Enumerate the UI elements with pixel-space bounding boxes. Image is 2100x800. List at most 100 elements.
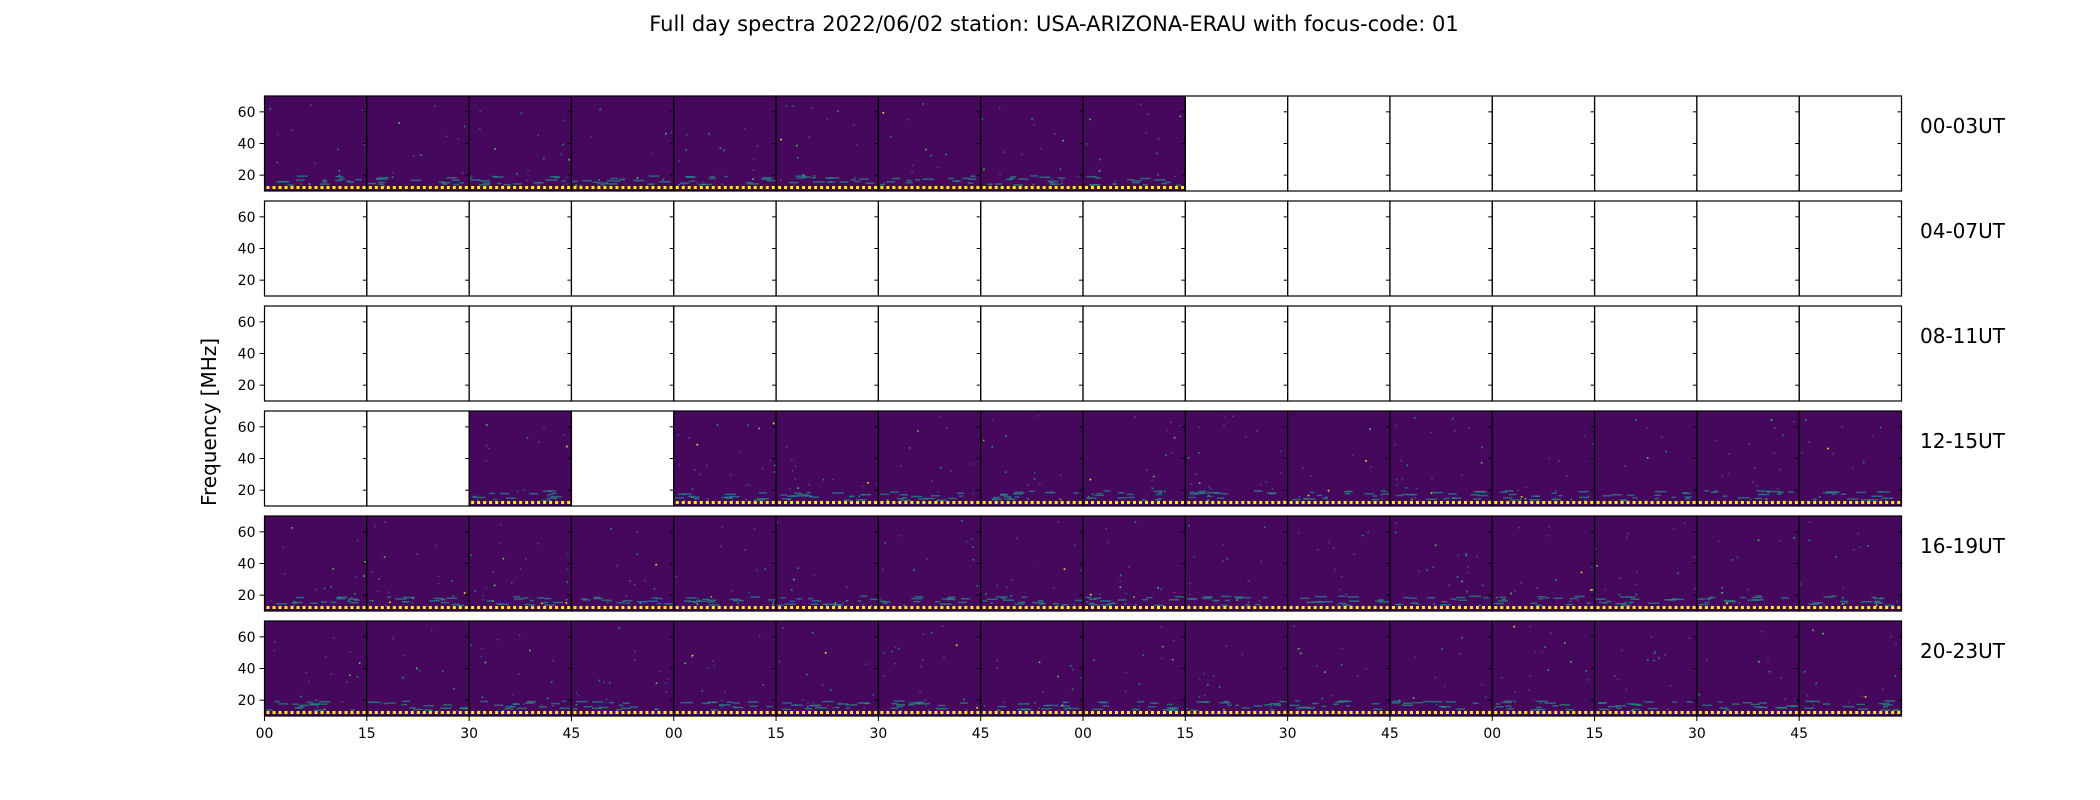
noise-band xyxy=(902,496,908,499)
calibration-marker xyxy=(555,186,559,189)
noise-band xyxy=(1043,704,1050,707)
noise-band xyxy=(733,599,744,602)
spectrum-pixel xyxy=(636,553,639,556)
noise-band xyxy=(1493,602,1504,605)
calibration-marker xyxy=(266,711,270,714)
spectrum-pixel xyxy=(1004,471,1007,473)
calibration-marker xyxy=(1518,606,1522,609)
spectrum-pixel xyxy=(930,154,932,157)
spectrum-pixel xyxy=(1099,158,1101,161)
calibration-marker xyxy=(1319,501,1323,504)
noise-band xyxy=(1194,492,1205,494)
spectrogram-background xyxy=(1696,621,1800,716)
spectrum-pixel xyxy=(1033,702,1036,705)
spectrum-pixel xyxy=(1179,424,1182,427)
calibration-marker xyxy=(1006,186,1010,189)
spectrum-pixel xyxy=(1160,657,1163,660)
spectrum-pixel xyxy=(688,436,691,439)
calibration-marker xyxy=(868,501,872,504)
calibration-marker xyxy=(663,186,667,189)
calibration-marker xyxy=(681,606,685,609)
calibration-marker xyxy=(759,711,763,714)
spectrum-pixel xyxy=(481,594,484,597)
spectrum-pixel xyxy=(575,703,578,706)
x-tick-label: 00 xyxy=(665,726,683,742)
noise-band xyxy=(1253,490,1263,492)
noise-band xyxy=(1378,599,1385,601)
noise-band xyxy=(1164,181,1171,184)
calibration-marker xyxy=(1259,501,1263,504)
calibration-marker xyxy=(892,501,896,504)
noise-band xyxy=(514,598,525,600)
noise-band xyxy=(1235,704,1240,707)
spectrum-pixel xyxy=(1443,685,1446,688)
spectrogram-panel xyxy=(263,305,368,402)
spectrum-pixel xyxy=(1351,454,1354,457)
noise-band xyxy=(647,600,658,602)
noise-band xyxy=(729,495,740,498)
calibration-marker xyxy=(1175,711,1178,714)
spectrum-pixel xyxy=(1669,684,1672,687)
noise-band xyxy=(690,496,700,499)
noise-band xyxy=(1578,490,1589,493)
spectrum-pixel xyxy=(1596,565,1598,567)
noise-band xyxy=(543,604,556,606)
noise-band xyxy=(1630,598,1640,600)
spectrum-pixel xyxy=(350,596,353,599)
spectrum-pixel xyxy=(1875,604,1878,607)
noise-band xyxy=(1038,603,1046,605)
calibration-marker xyxy=(1445,501,1449,504)
spectrum-pixel xyxy=(1297,532,1300,534)
spectrum-pixel xyxy=(1548,525,1551,528)
spectrum-pixel xyxy=(651,152,654,155)
spectrum-pixel xyxy=(1194,473,1197,475)
spectrum-pixel xyxy=(793,709,796,711)
noise-band xyxy=(1846,498,1859,500)
calibration-marker xyxy=(796,711,800,714)
calibration-marker xyxy=(627,606,631,609)
spectrum-pixel xyxy=(431,709,433,711)
noise-band xyxy=(865,182,875,184)
calibration-marker xyxy=(952,186,956,189)
spectrum-pixel xyxy=(666,678,669,680)
calibration-marker xyxy=(1151,711,1154,714)
noise-band xyxy=(1828,491,1840,494)
calibration-marker xyxy=(1512,711,1516,714)
noise-band xyxy=(554,177,560,179)
spectrum-pixel xyxy=(729,473,732,476)
calibration-marker xyxy=(1770,501,1774,504)
spectrum-pixel xyxy=(1631,709,1634,712)
calibration-marker xyxy=(537,711,541,714)
spectrum-pixel xyxy=(756,569,758,572)
calibration-marker xyxy=(1469,606,1473,609)
calibration-marker xyxy=(826,606,830,609)
y-tick-label: 40 xyxy=(238,557,256,573)
row-label: 16-19UT xyxy=(1920,534,2006,558)
calibration-marker xyxy=(1091,186,1094,189)
spectrum-pixel xyxy=(1058,708,1061,711)
spectrum-pixel xyxy=(1653,653,1656,655)
calibration-marker xyxy=(1536,606,1540,609)
spectrum-pixel xyxy=(310,104,313,107)
noise-band xyxy=(806,491,811,494)
calibration-marker xyxy=(765,186,769,189)
noise-band xyxy=(525,702,535,704)
spectrum-pixel xyxy=(568,158,570,161)
spectrum-pixel xyxy=(1079,677,1082,679)
calibration-marker xyxy=(850,606,854,609)
calibration-marker xyxy=(1602,711,1606,714)
noise-band xyxy=(276,603,287,605)
spectrum-pixel xyxy=(348,674,351,677)
calibration-marker xyxy=(1584,711,1588,714)
calibration-marker xyxy=(994,186,998,189)
spectrum-pixel xyxy=(1170,452,1173,454)
calibration-marker xyxy=(1181,711,1184,714)
calibration-marker xyxy=(555,711,559,714)
noise-band xyxy=(766,705,773,708)
spectrum-pixel xyxy=(1494,707,1497,709)
calibration-marker xyxy=(940,186,944,189)
calibration-marker xyxy=(693,711,697,714)
spectrogram-panel xyxy=(468,200,573,297)
noise-band xyxy=(879,600,886,603)
spectrum-pixel xyxy=(1145,132,1148,134)
